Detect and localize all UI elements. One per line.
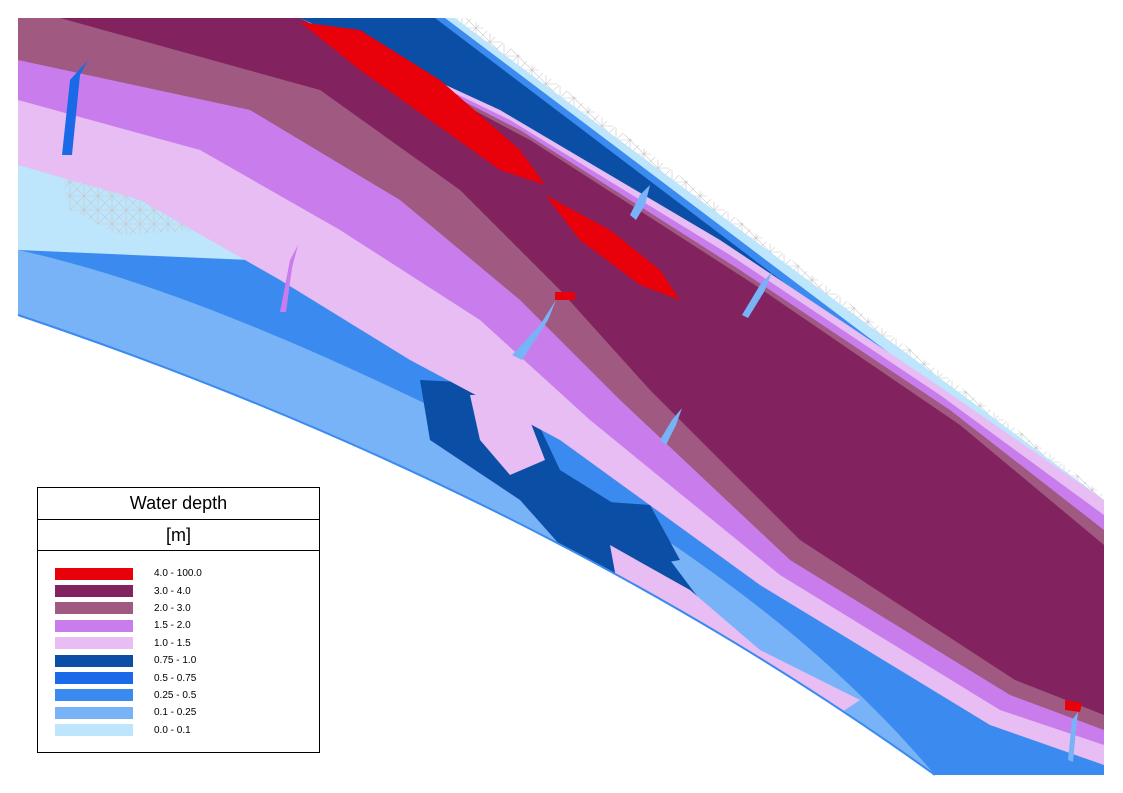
legend-entry: 1.5 - 2.0 [38,617,319,634]
channel-40-plus [300,22,545,185]
legend-label: 2.0 - 3.0 [154,602,191,614]
legend-entries: 4.0 - 100.0 3.0 - 4.0 2.0 - 3.0 1.5 - 2.0 1.… [38,551,319,739]
legend-entry: 3.0 - 4.0 [38,582,319,599]
groyne-4 [660,408,682,445]
legend: Water depth [m] 4.0 - 100.0 3.0 - 4.0 2.0 … [37,487,320,753]
legend-entry: 1.0 - 1.5 [38,635,319,652]
legend-label: 0.0 - 0.1 [154,724,191,736]
legend-label: 4.0 - 100.0 [154,568,202,580]
legend-swatch [55,567,133,580]
legend-entry: 2.0 - 3.0 [38,600,319,617]
legend-label: 0.75 - 1.0 [154,655,197,667]
legend-label: 0.1 - 0.25 [154,707,197,719]
legend-swatch [55,706,133,719]
groyne-7 [1068,712,1078,762]
legend-label: 3.0 - 4.0 [154,585,191,597]
floodplain-pocket-3 [610,545,860,720]
groyne-1 [62,60,88,155]
channel-40-plus-3 [555,292,575,300]
floodplain-pocket-2 [580,500,680,570]
groyne-2 [280,245,298,312]
legend-entry: 0.1 - 0.25 [38,704,319,721]
legend-swatch [55,724,133,737]
groyne-6 [630,185,650,220]
legend-swatch [55,619,133,632]
channel-30-40 [60,18,1104,715]
channel-40-plus-4 [1065,700,1082,712]
legend-title: Water depth [38,488,319,520]
legend-label: 1.0 - 1.5 [154,637,191,649]
legend-entry: 4.0 - 100.0 [38,565,319,582]
legend-label: 1.5 - 2.0 [154,620,191,632]
legend-entry: 0.0 - 0.1 [38,722,319,739]
legend-entry: 0.5 - 0.75 [38,669,319,686]
groyne-3 [512,300,556,360]
legend-swatch [55,689,133,702]
legend-swatch [55,654,133,667]
legend-swatch [55,637,133,650]
groyne-5 [742,272,772,318]
channel-40-plus-2 [545,195,680,300]
domain-edge [17,314,936,776]
legend-swatch [55,672,133,685]
legend-label: 0.25 - 0.5 [154,689,197,701]
legend-entry: 0.25 - 0.5 [38,687,319,704]
legend-entry: 0.75 - 1.0 [38,652,319,669]
legend-label: 0.5 - 0.75 [154,672,197,684]
floodplain-010 [18,250,935,775]
legend-swatch [55,602,133,615]
legend-swatch [55,585,133,598]
legend-unit: [m] [38,520,319,551]
